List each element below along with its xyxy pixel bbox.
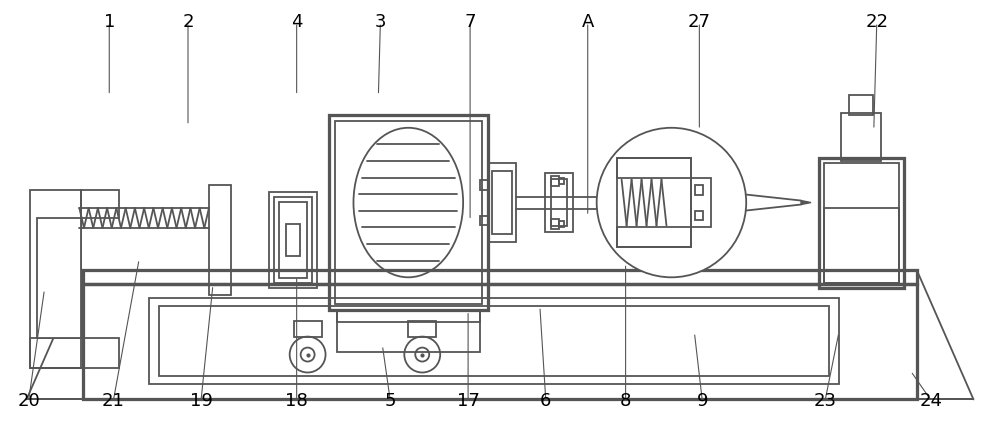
Bar [286,224,300,256]
Bar [30,190,81,368]
Bar [279,202,307,278]
Bar [551,178,567,226]
Text: 20: 20 [17,392,40,410]
Bar [849,95,873,115]
Bar [209,185,231,295]
Text: 21: 21 [102,392,125,410]
Bar [37,218,81,337]
Bar [488,163,516,242]
Bar [149,298,839,384]
Bar [269,192,317,288]
Text: 9: 9 [697,392,708,410]
Bar [841,113,881,161]
Bar [30,337,119,368]
Bar [551,219,559,229]
Polygon shape [801,200,811,204]
Bar [617,158,691,178]
Bar [480,180,488,190]
Text: 8: 8 [620,392,631,410]
Text: 3: 3 [375,13,386,31]
Bar [819,158,904,288]
Text: 22: 22 [865,13,888,31]
Bar [335,121,482,304]
Text: 17: 17 [457,392,480,410]
Text: A: A [582,13,594,31]
Bar [81,190,119,218]
Text: 6: 6 [540,392,552,410]
Text: 1: 1 [104,13,115,31]
Text: 23: 23 [813,392,836,410]
Bar [83,270,917,284]
Bar [824,208,899,283]
Bar [617,158,691,248]
Bar [337,310,480,322]
Bar [408,321,436,337]
Bar [824,163,899,283]
Bar [159,306,829,376]
Bar [83,284,917,400]
Text: 19: 19 [190,392,212,410]
Circle shape [597,128,746,277]
Bar [559,178,564,184]
Bar [294,321,322,337]
Bar [551,176,559,186]
Bar [480,216,488,226]
Text: 5: 5 [385,392,396,410]
Bar [492,171,512,235]
Bar [691,178,711,228]
Bar [617,228,691,248]
Text: 4: 4 [291,13,302,31]
Bar [274,197,312,283]
Bar [559,222,564,228]
Text: 27: 27 [688,13,711,31]
Text: 7: 7 [464,13,476,31]
Text: 18: 18 [285,392,308,410]
Text: 24: 24 [920,392,943,410]
Bar [337,310,480,352]
Bar [695,184,703,194]
Bar [329,115,488,310]
Text: 2: 2 [182,13,194,31]
Bar [545,173,573,232]
Bar [695,210,703,220]
